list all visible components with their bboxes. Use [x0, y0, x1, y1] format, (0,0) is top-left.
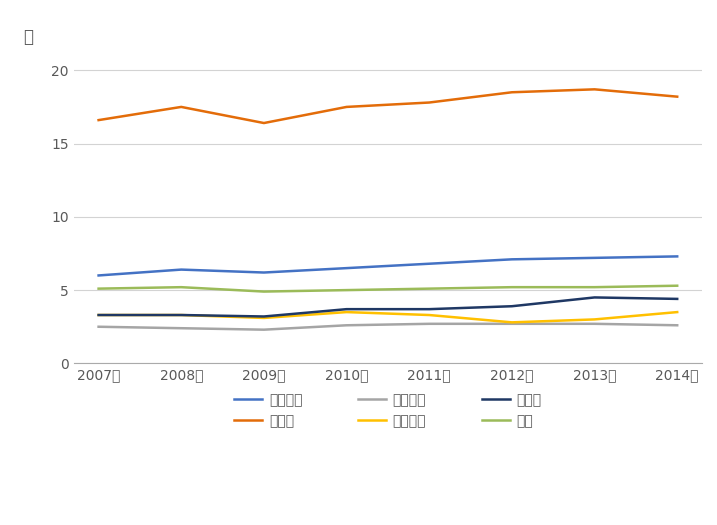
ドイツ: [425, 99, 434, 106]
ドイツ: [260, 120, 268, 126]
フランス: [260, 269, 268, 276]
イタリア: [673, 322, 681, 329]
英国: [342, 287, 351, 293]
英国: [425, 286, 434, 292]
英国: [508, 284, 516, 290]
イタリア: [508, 321, 516, 327]
イタリア: [425, 321, 434, 327]
オランダ: [342, 309, 351, 315]
イタリア: [342, 322, 351, 329]
フランス: [95, 272, 103, 279]
Line: フランス: フランス: [99, 256, 677, 276]
イタリア: [177, 325, 186, 331]
フランス: [342, 265, 351, 271]
Legend: フランス, ドイツ, イタリア, オランダ, スイス, 英国: フランス, ドイツ, イタリア, オランダ, スイス, 英国: [229, 387, 547, 433]
オランダ: [673, 309, 681, 315]
オランダ: [260, 315, 268, 321]
Line: 英国: 英国: [99, 286, 677, 291]
Text: 万: 万: [24, 28, 34, 46]
ドイツ: [673, 93, 681, 100]
スイス: [342, 306, 351, 312]
フランス: [590, 255, 599, 261]
イタリア: [260, 327, 268, 333]
ドイツ: [342, 104, 351, 110]
英国: [95, 286, 103, 292]
ドイツ: [590, 86, 599, 92]
Line: ドイツ: ドイツ: [99, 89, 677, 123]
スイス: [425, 306, 434, 312]
スイス: [177, 312, 186, 318]
フランス: [425, 260, 434, 267]
Line: イタリア: イタリア: [99, 324, 677, 330]
イタリア: [590, 321, 599, 327]
オランダ: [177, 312, 186, 318]
スイス: [260, 313, 268, 320]
スイス: [508, 303, 516, 309]
スイス: [95, 312, 103, 318]
オランダ: [508, 319, 516, 326]
英国: [590, 284, 599, 290]
フランス: [508, 256, 516, 262]
フランス: [673, 253, 681, 259]
オランダ: [590, 316, 599, 322]
オランダ: [95, 312, 103, 318]
英国: [673, 282, 681, 289]
Line: スイス: スイス: [99, 298, 677, 317]
ドイツ: [95, 117, 103, 123]
英国: [260, 288, 268, 295]
Line: オランダ: オランダ: [99, 312, 677, 322]
スイス: [590, 295, 599, 301]
イタリア: [95, 323, 103, 330]
ドイツ: [508, 89, 516, 96]
スイス: [673, 296, 681, 302]
フランス: [177, 267, 186, 273]
オランダ: [425, 312, 434, 318]
ドイツ: [177, 104, 186, 110]
英国: [177, 284, 186, 290]
